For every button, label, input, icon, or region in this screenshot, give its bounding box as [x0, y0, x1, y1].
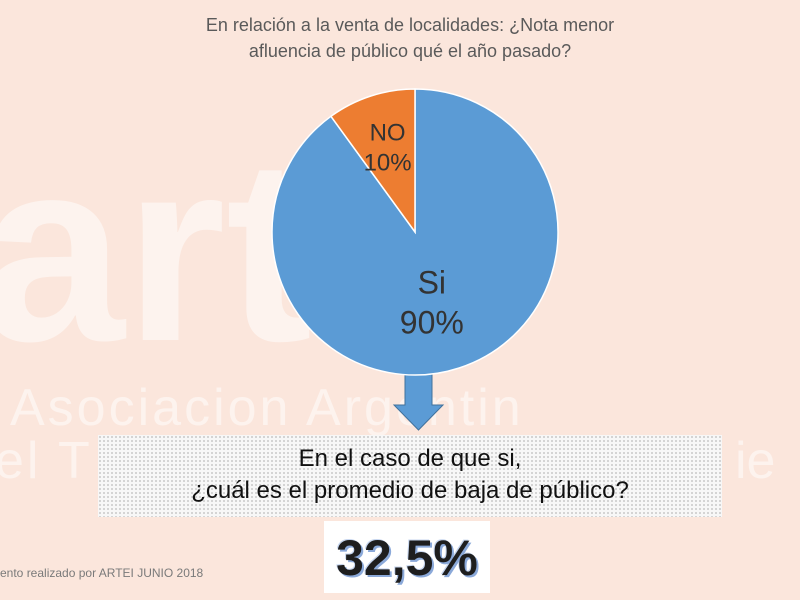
question-line1: En el caso de que si, [298, 445, 522, 472]
question-line2: ¿cuál es el promedio de baja de público? [191, 477, 629, 504]
answer-value: 32,5% [336, 530, 478, 586]
down-arrow-icon [392, 371, 445, 431]
chart-title-line1: En relación a la venta de localidades: ¿… [205, 15, 615, 35]
pie-label-si: Si [418, 265, 446, 301]
pie-value-label-no: 10% [364, 150, 412, 177]
pie-label-no: NO [370, 120, 406, 147]
footer-note: ento realizado por ARTEI JUNIO 2018 [0, 566, 204, 580]
chart-title: En relación a la venta de localidades: ¿… [140, 12, 680, 64]
answer-box [324, 521, 490, 593]
question-box: En el caso de que si, ¿cuál es el promed… [98, 435, 722, 517]
chart-title-line2: afluencia de público qué el año pasado? [248, 41, 572, 61]
pie-value-label-si: 90% [400, 305, 464, 341]
pie-slice-no [329, 88, 416, 235]
